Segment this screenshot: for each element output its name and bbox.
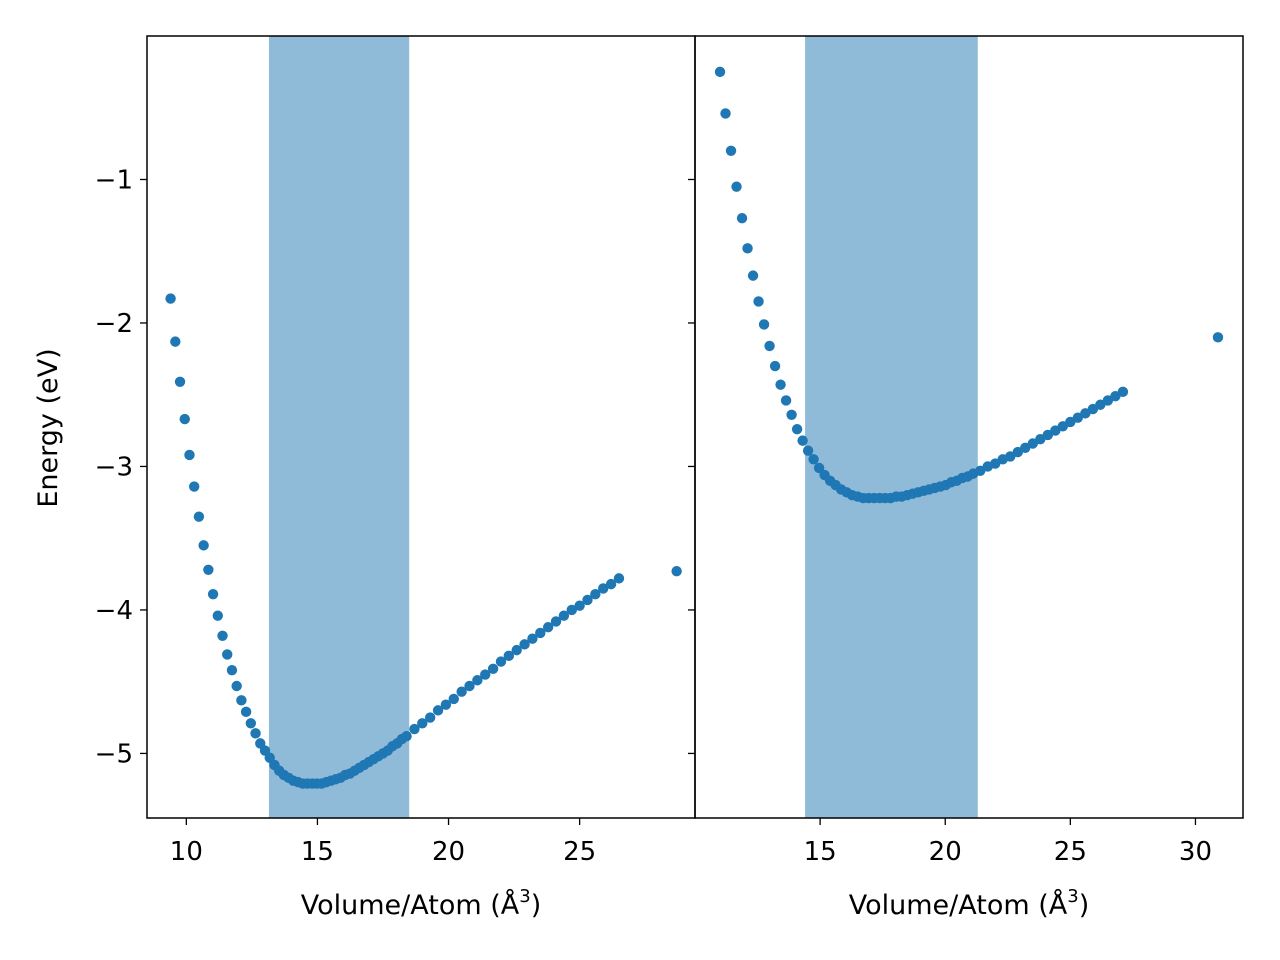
data-point bbox=[174, 376, 186, 388]
x-axis-label: Volume/Atom (Å3) bbox=[301, 886, 542, 921]
data-point bbox=[193, 511, 205, 522]
data-point bbox=[808, 454, 819, 465]
data-point bbox=[188, 481, 200, 492]
data-point bbox=[775, 379, 786, 390]
data-point bbox=[613, 573, 625, 584]
data-point bbox=[764, 340, 775, 352]
data-point bbox=[558, 610, 570, 621]
data-point bbox=[725, 145, 737, 156]
y-tick-label: −3 bbox=[95, 452, 133, 482]
x-tick-label: 25 bbox=[1054, 837, 1087, 867]
data-point bbox=[170, 336, 181, 347]
data-point bbox=[769, 360, 781, 372]
data-point bbox=[813, 462, 825, 474]
x-tick-label: 15 bbox=[804, 837, 837, 867]
data-point bbox=[590, 588, 601, 600]
data-point bbox=[245, 718, 257, 729]
data-point bbox=[240, 706, 252, 718]
data-point bbox=[480, 669, 491, 680]
y-axis-label: Energy (eV) bbox=[33, 348, 64, 507]
data-point bbox=[179, 413, 190, 425]
data-point bbox=[742, 243, 753, 254]
data-point bbox=[207, 588, 219, 600]
data-point bbox=[464, 680, 475, 692]
data-point bbox=[1117, 386, 1129, 398]
data-point bbox=[165, 293, 176, 304]
data-point bbox=[535, 627, 546, 639]
data-point bbox=[231, 680, 242, 692]
plot-frame bbox=[694, 35, 1244, 819]
right-panel: 15 20 25 30 Volume/Atom (Å3) bbox=[688, 35, 1244, 921]
data-point bbox=[598, 583, 609, 594]
data-point bbox=[212, 610, 223, 621]
left-panel: 10 15 20 25 −1 −2 −3 −4 −5 Volume/Atom (Å3) bbox=[95, 35, 696, 921]
data-point bbox=[574, 600, 585, 611]
data-point bbox=[566, 604, 577, 616]
y-tick-label: −1 bbox=[95, 165, 133, 195]
data-point bbox=[250, 728, 261, 739]
data-point bbox=[786, 409, 797, 421]
data-point bbox=[780, 395, 792, 406]
x-tick-label: 25 bbox=[563, 837, 596, 867]
x-tick-label: 20 bbox=[432, 837, 465, 867]
y-tick-label: −5 bbox=[95, 739, 133, 769]
x-tick-label: 20 bbox=[929, 837, 962, 867]
data-point bbox=[226, 665, 238, 676]
y-tick-label: −2 bbox=[95, 309, 133, 339]
data-point bbox=[758, 319, 770, 330]
data-point bbox=[440, 699, 452, 710]
data-point bbox=[487, 663, 499, 674]
data-point bbox=[802, 445, 814, 456]
data-point bbox=[456, 686, 467, 697]
data-point bbox=[503, 650, 515, 662]
data-point bbox=[511, 644, 522, 656]
data-point bbox=[797, 435, 808, 446]
data-point bbox=[753, 296, 764, 307]
data-point bbox=[671, 566, 682, 577]
data-point bbox=[542, 621, 554, 633]
shaded-region bbox=[805, 36, 978, 818]
data-point bbox=[791, 423, 803, 435]
data-point bbox=[236, 695, 247, 706]
data-point bbox=[217, 630, 228, 641]
data-point bbox=[720, 108, 731, 119]
data-point bbox=[472, 675, 483, 686]
data-point bbox=[527, 633, 538, 644]
data-point bbox=[448, 693, 459, 705]
data-point bbox=[747, 270, 759, 281]
data-point bbox=[203, 564, 214, 575]
data-point bbox=[184, 449, 195, 461]
shaded-region bbox=[268, 36, 410, 818]
y-tick-label: −4 bbox=[95, 596, 133, 626]
data-point bbox=[736, 213, 748, 224]
data-point bbox=[409, 723, 420, 735]
x-tick-label: 30 bbox=[1179, 837, 1212, 867]
data-point bbox=[495, 656, 507, 667]
x-tick-label: 15 bbox=[301, 837, 334, 867]
data-point bbox=[1212, 332, 1224, 343]
data-point bbox=[198, 540, 209, 551]
data-point bbox=[432, 705, 444, 716]
data-point bbox=[417, 718, 428, 729]
data-point bbox=[714, 66, 726, 78]
data-point bbox=[550, 616, 562, 627]
x-axis-label: Volume/Atom (Å3) bbox=[849, 886, 1090, 921]
data-point bbox=[731, 181, 742, 192]
data-point bbox=[605, 578, 617, 590]
data-point bbox=[582, 594, 593, 606]
data-point bbox=[424, 712, 436, 723]
data-point bbox=[401, 731, 412, 742]
data-point bbox=[222, 649, 233, 660]
x-tick-label: 10 bbox=[170, 837, 203, 867]
data-point bbox=[519, 639, 530, 650]
